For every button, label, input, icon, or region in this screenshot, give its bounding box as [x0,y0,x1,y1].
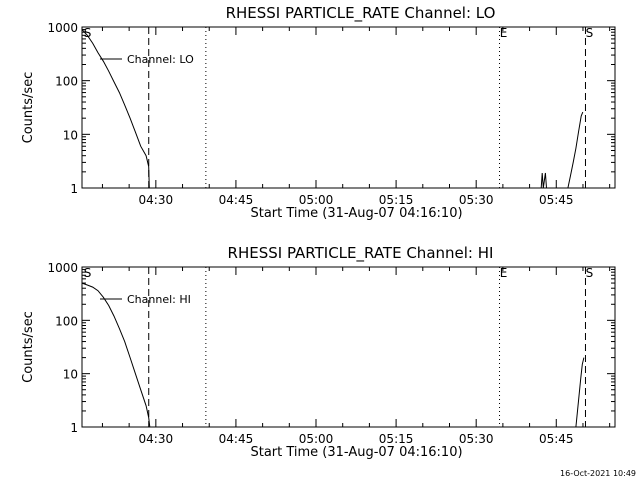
hi-marker-label: S [586,266,594,280]
hi-plot-frame [81,266,616,428]
hi-x-tick-label: 05:45 [539,432,574,446]
lo-y-axis-label: Counts/sec [21,72,36,144]
lo-series-line [567,111,584,189]
lo-y-tick-label: 100 [55,75,78,89]
hi-x-axis-label: Start Time (31-Aug-07 04:16:10) [250,445,462,460]
lo-marker-label: S [84,26,92,40]
lo-x-tick-label: 04:45 [219,193,254,207]
lo-chart-title: RHESSI PARTICLE_RATE Channel: LO [226,4,496,23]
lo-legend-label: Channel: LO [127,53,194,66]
hi-legend-label: Channel: HI [127,293,191,306]
chart-panel-lo: RHESSI PARTICLE_RATE Channel: LO 04:30 04:… [21,4,616,221]
lo-y-tick-label: 1 [70,182,78,196]
lo-marker-label: S [586,26,594,40]
lo-x-tick-label: 05:45 [539,193,574,207]
hi-y-axis-label: Counts/sec [21,311,36,383]
lo-y-tick-label: 10 [63,128,78,142]
lo-series-line [540,172,547,189]
hi-x-tick-label: 04:45 [219,432,254,446]
lo-plot-frame [81,26,616,189]
lo-y-tick-label: 1000 [47,21,78,35]
lo-x-tick-label: 05:00 [299,193,334,207]
lo-x-axis-label: Start Time (31-Aug-07 04:16:10) [250,206,462,221]
lo-x-tick-label: 04:30 [139,193,174,207]
hi-series-line [81,282,151,428]
hi-y-tick-label: 1 [70,421,78,435]
hi-marker-label: E [500,266,508,280]
hi-series-line [575,357,585,428]
hi-x-tick-label: 05:15 [379,432,414,446]
hi-x-tick-label: 04:30 [139,432,174,446]
lo-x-tick-label: 05:15 [379,193,414,207]
hi-x-tick-label: 05:30 [459,432,494,446]
hi-y-tick-label: 10 [63,368,78,382]
hi-x-tick-label: 05:00 [299,432,334,446]
lo-marker-label: E [500,26,508,40]
chart-panel-hi: RHESSI PARTICLE_RATE Channel: HI 04:30 04:… [21,244,616,460]
footer-timestamp: 16-Oct-2021 10:49 [560,469,636,478]
hi-y-tick-label: 1000 [47,261,78,275]
lo-x-tick-label: 05:30 [459,193,494,207]
hi-marker-label: S [84,266,92,280]
hi-chart-title: RHESSI PARTICLE_RATE Channel: HI [228,244,494,263]
lo-series-line [81,29,150,189]
hi-y-tick-label: 100 [55,314,78,328]
